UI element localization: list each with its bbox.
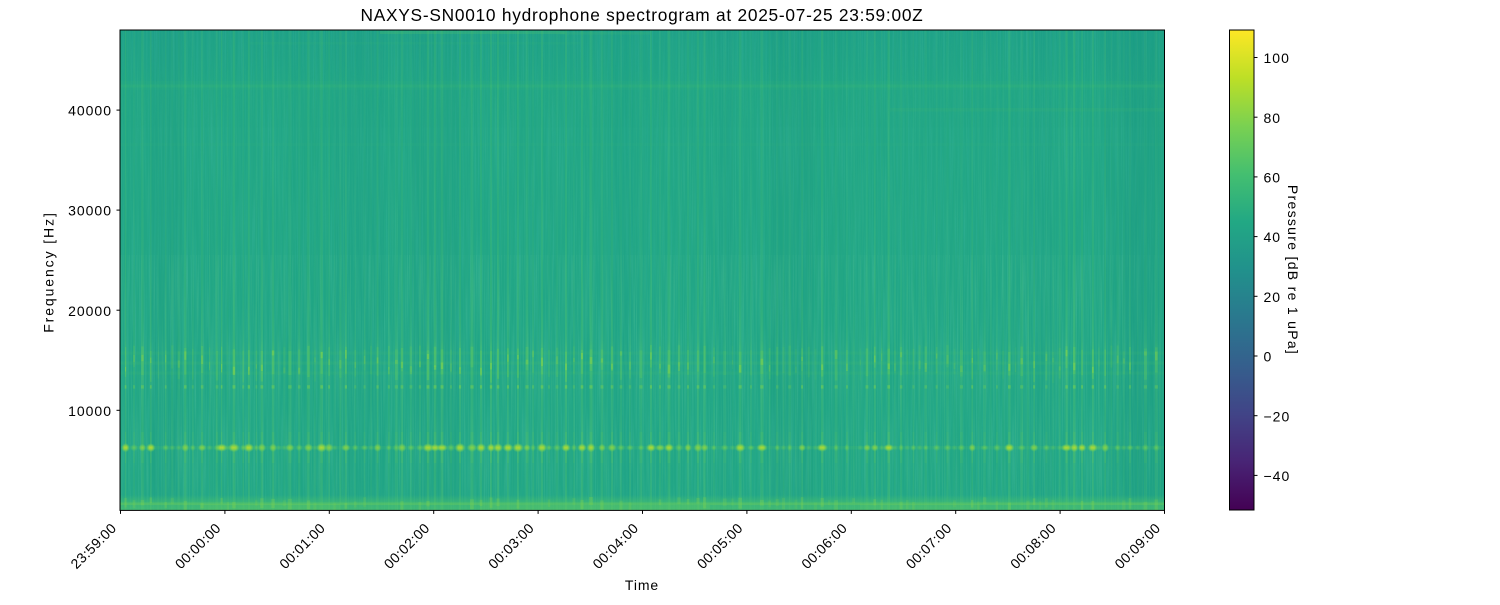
svg-text:40: 40 [1264, 229, 1282, 245]
svg-text:Pressure [dB re 1 uPa]: Pressure [dB re 1 uPa] [1285, 185, 1301, 355]
svg-text:−40: −40 [1264, 468, 1291, 484]
svg-text:NAXYS-SN0010 hydrophone spectr: NAXYS-SN0010 hydrophone spectrogram at 2… [360, 5, 923, 25]
svg-text:40000: 40000 [68, 103, 112, 119]
svg-text:60: 60 [1264, 170, 1282, 186]
svg-text:Frequency [Hz]: Frequency [Hz] [40, 211, 56, 333]
svg-text:−20: −20 [1264, 408, 1291, 424]
svg-text:10000: 10000 [68, 403, 112, 419]
svg-text:30000: 30000 [68, 203, 112, 219]
svg-text:20000: 20000 [68, 303, 112, 319]
svg-text:20: 20 [1264, 289, 1282, 305]
svg-text:80: 80 [1264, 110, 1282, 126]
svg-text:Time: Time [625, 577, 659, 593]
svg-text:100: 100 [1264, 50, 1290, 66]
svg-text:0: 0 [1264, 349, 1273, 365]
